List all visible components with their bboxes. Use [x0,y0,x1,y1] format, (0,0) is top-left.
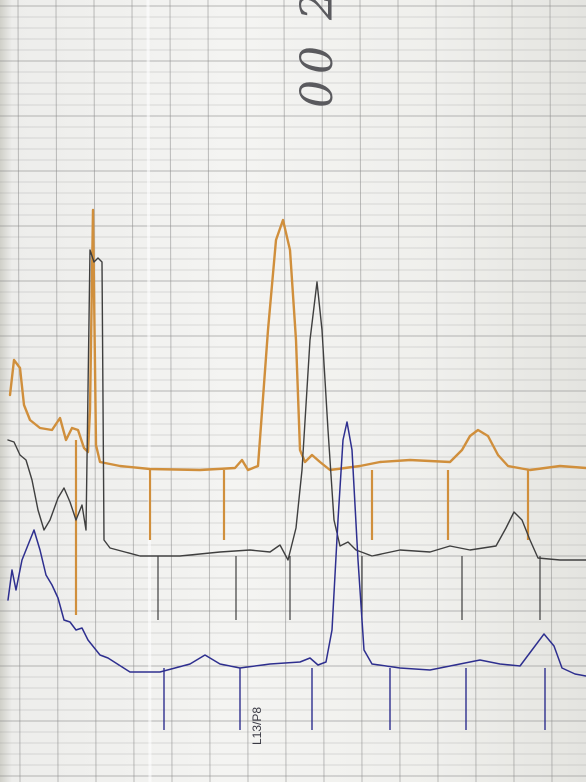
blue-trace [7,421,586,677]
orange-trace [8,208,586,472]
paper-fold [146,0,152,782]
sample-label: L13/P8 [250,706,264,745]
handwritten-sample-id: 00 23-26 [292,0,343,108]
gray-trace [7,249,586,561]
